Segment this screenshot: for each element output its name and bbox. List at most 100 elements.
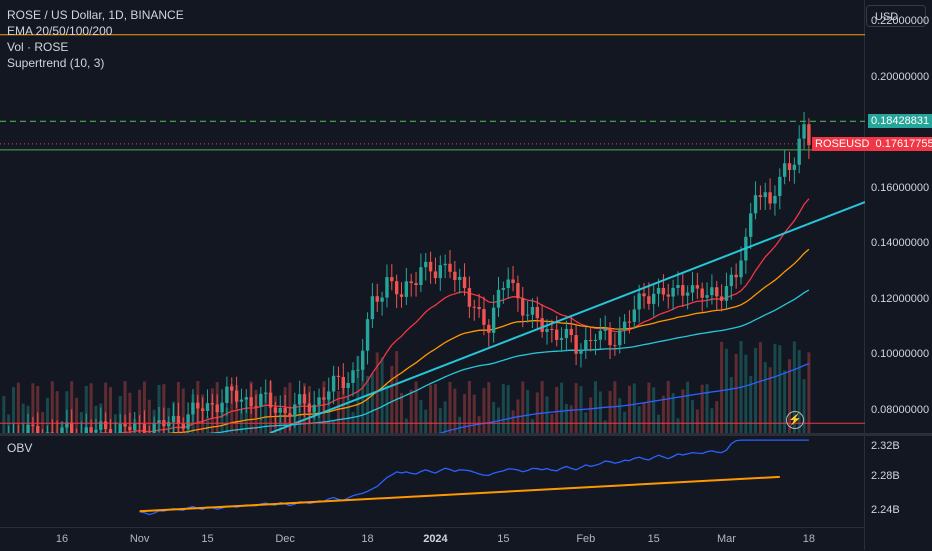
volume-bar	[570, 405, 573, 433]
volume-bar	[487, 382, 490, 433]
candle-body	[298, 394, 301, 404]
volume-bar	[400, 393, 403, 433]
candle-body	[308, 404, 311, 413]
candle-body	[191, 403, 194, 415]
supertrend-legend[interactable]: Supertrend (10, 3)	[7, 55, 184, 71]
candle-body	[725, 286, 728, 301]
volume-bar	[589, 398, 592, 433]
candle-body	[346, 383, 349, 388]
lightning-icon[interactable]: ⚡	[786, 411, 804, 429]
candle-body	[691, 285, 694, 292]
price-scale-label: 0.20000000	[871, 71, 929, 83]
candle-body	[128, 427, 131, 431]
volume-bar	[710, 408, 713, 433]
volume-bar	[686, 382, 689, 433]
volume-bar	[2, 396, 5, 433]
candle-body	[85, 427, 88, 433]
volume-bar	[638, 406, 641, 433]
candle-body	[448, 264, 451, 272]
volume-bar	[512, 410, 515, 433]
obv-scale-label: 2.24B	[871, 504, 900, 516]
candle-body	[434, 271, 437, 278]
candle-body	[99, 421, 102, 429]
time-axis-label: 18	[803, 533, 815, 545]
candle-body	[419, 267, 422, 285]
candle-body	[269, 393, 272, 408]
candle-body	[657, 288, 660, 294]
candle-body	[521, 298, 524, 315]
candle-body	[429, 262, 432, 272]
candle-body	[686, 293, 689, 296]
candle-body	[405, 281, 408, 297]
volume-bar	[444, 401, 447, 433]
candle-body	[240, 400, 243, 402]
candle-body	[574, 335, 577, 354]
candle-body	[414, 283, 417, 285]
time-axis-label: 18	[361, 533, 373, 545]
candle-body	[759, 195, 762, 197]
candle-body	[123, 424, 126, 427]
candle-body	[511, 279, 514, 283]
candle-body	[793, 165, 796, 170]
time-axis-label: 15	[648, 533, 660, 545]
volume-bar	[623, 412, 626, 433]
candle-body	[371, 296, 374, 319]
volume-bar	[715, 401, 718, 433]
volume-bar	[526, 390, 529, 433]
candle-body	[410, 281, 413, 283]
candle-body	[254, 406, 257, 407]
candle-body	[613, 345, 616, 346]
candle-body	[555, 330, 558, 340]
candle-body	[361, 351, 364, 370]
candle-body	[400, 294, 403, 297]
candle-body	[773, 196, 776, 204]
candle-body	[667, 295, 670, 297]
volume-bar	[424, 410, 427, 433]
volume-bar	[473, 395, 476, 433]
obv-legend[interactable]: OBV	[7, 441, 32, 455]
candle-body	[288, 413, 291, 417]
price-scale-label: 0.16000000	[871, 182, 929, 194]
candle-body	[734, 275, 737, 277]
volume-bar	[381, 357, 384, 433]
volume-bar	[599, 391, 602, 433]
candle-body	[104, 421, 107, 429]
candle-body	[390, 277, 393, 281]
symbol-title[interactable]: ROSE / US Dollar, 1D, BINANCE	[7, 7, 184, 23]
candle-body	[443, 264, 446, 265]
volume-bar	[604, 421, 607, 433]
candle-body	[599, 331, 602, 340]
candle-body	[94, 430, 97, 433]
candle-body	[70, 422, 73, 433]
obv-chart[interactable]	[0, 436, 865, 526]
candle-body	[487, 325, 490, 333]
volume-bar	[536, 392, 539, 433]
candle-body	[235, 391, 238, 402]
volume-bar	[725, 349, 728, 433]
candle-body	[182, 424, 185, 429]
volume-legend[interactable]: Vol · ROSE	[7, 39, 184, 55]
volume-bar	[701, 385, 704, 433]
candle-body	[453, 272, 456, 280]
candle-body	[492, 308, 495, 333]
candle-body	[594, 340, 597, 341]
ema-legend[interactable]: EMA 20/50/100/200	[7, 23, 184, 39]
obv-scale-label: 2.32B	[871, 440, 900, 452]
candle-body	[623, 322, 626, 331]
candle-body	[642, 293, 645, 296]
candle-body	[424, 262, 427, 267]
candle-body	[439, 265, 442, 278]
candle-body	[783, 163, 786, 177]
candle-body	[259, 394, 262, 407]
candle-body	[376, 296, 379, 302]
candle-body	[715, 287, 718, 296]
candle-body	[560, 338, 563, 340]
current-price-tag: ROSEUSD 0.17617755	[812, 137, 932, 151]
candle-body	[710, 287, 713, 295]
candle-body	[696, 285, 699, 288]
volume-bar	[647, 382, 650, 433]
volume-bar	[415, 382, 418, 433]
